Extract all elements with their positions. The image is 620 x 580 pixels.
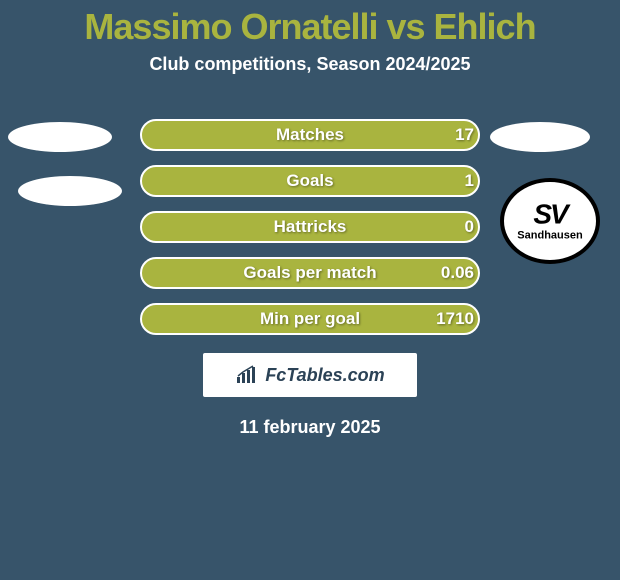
page-subtitle: Club competitions, Season 2024/2025 — [0, 54, 620, 75]
brand-box: FcTables.com — [203, 353, 417, 397]
stat-label: Hattricks — [140, 211, 480, 243]
stat-label: Min per goal — [140, 303, 480, 335]
stat-label: Goals per match — [140, 257, 480, 289]
stat-value: 0.06 — [430, 257, 474, 289]
stat-row: Hattricks 0 — [0, 211, 620, 243]
stat-row: Goals 1 — [0, 165, 620, 197]
brand-chart-icon — [235, 365, 259, 385]
page-title: Massimo Ornatelli vs Ehlich — [0, 0, 620, 48]
stat-value: 1710 — [430, 303, 474, 335]
stat-value: 1 — [430, 165, 474, 197]
stat-label: Matches — [140, 119, 480, 151]
stat-label: Goals — [140, 165, 480, 197]
stat-value: 0 — [430, 211, 474, 243]
stat-row: Goals per match 0.06 — [0, 257, 620, 289]
stat-row: Matches 17 — [0, 119, 620, 151]
stat-value: 17 — [430, 119, 474, 151]
date-text: 11 february 2025 — [0, 417, 620, 438]
stat-row: Min per goal 1710 — [0, 303, 620, 335]
brand-text: FcTables.com — [265, 365, 384, 386]
